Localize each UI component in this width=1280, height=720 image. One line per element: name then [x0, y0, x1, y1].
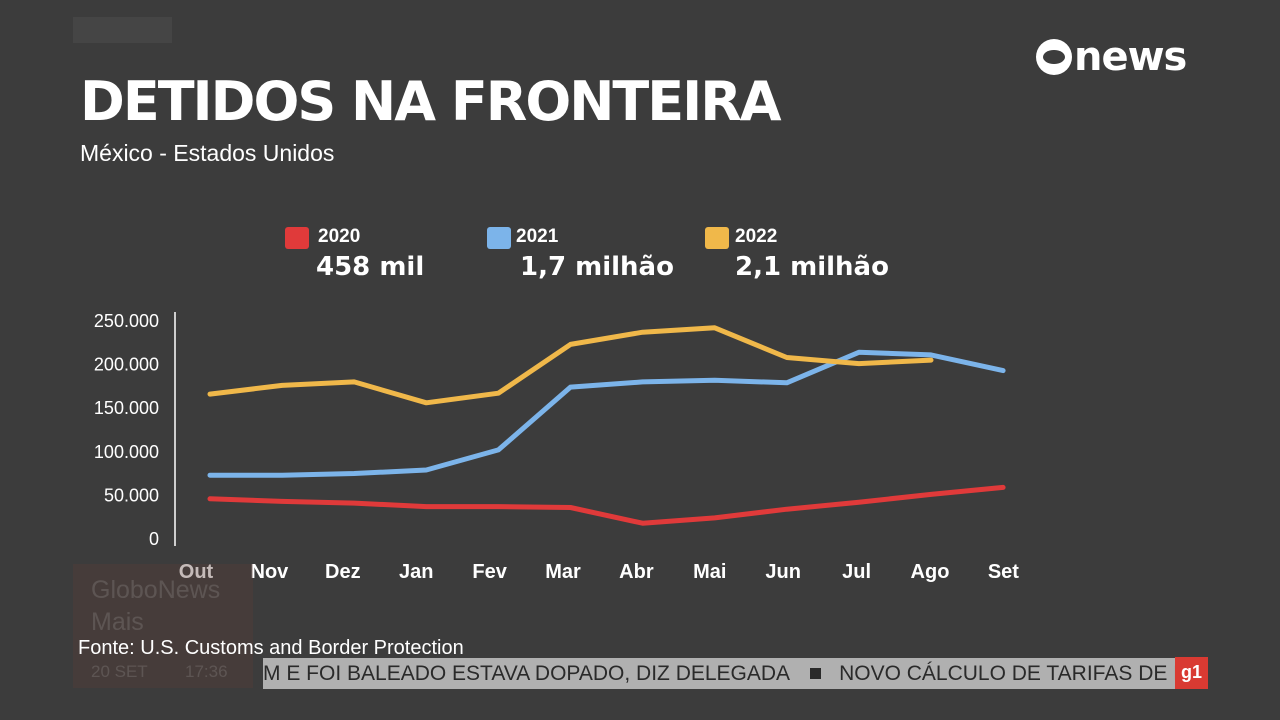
series-line-2021	[207, 349, 1006, 478]
y-tick-label: 200.000	[94, 355, 159, 375]
bug-time: 17:36	[185, 662, 228, 681]
y-tick-label: 0	[149, 529, 159, 549]
g1-badge: g1	[1175, 657, 1208, 689]
y-tick-label: 250.000	[94, 311, 159, 331]
globo-circle-icon	[1036, 39, 1072, 75]
legend-total: 458 mil	[316, 252, 425, 282]
x-tick-label: Ago	[911, 561, 950, 583]
legend-swatch	[487, 227, 511, 249]
y-tick-label: 50.000	[104, 485, 159, 505]
page-subtitle: México - Estados Unidos	[80, 140, 335, 166]
legend-swatch	[705, 227, 729, 249]
legend-year: 2020	[318, 226, 361, 247]
page-title: DETIDOS NA FRONTEIRA	[80, 70, 782, 133]
news-ticker: M E FOI BALEADO ESTAVA DOPADO, DIZ DELEG…	[263, 658, 1175, 689]
x-tick-label: Set	[988, 561, 1019, 583]
globonews-logo: news	[1036, 34, 1187, 80]
x-tick-label: Jul	[842, 561, 871, 583]
source-note: Fonte: U.S. Customs and Border Protectio…	[78, 637, 464, 659]
legend-year: 2022	[735, 226, 778, 247]
y-tick-label: 100.000	[94, 442, 159, 462]
y-tick-label: 150.000	[94, 398, 159, 418]
x-tick-label: Jun	[765, 561, 801, 583]
bug-channel: GloboNews	[91, 576, 221, 604]
channel-bug: GloboNews Mais 20 SET 17:36	[73, 564, 253, 688]
logo-text: news	[1074, 34, 1187, 80]
x-tick-label: Mai	[693, 561, 726, 583]
legend-year: 2021	[516, 226, 559, 247]
x-tick-label: Dez	[325, 561, 361, 583]
ticker-item: NOVO CÁLCULO DE TARIFAS DE EN	[839, 662, 1175, 685]
bug-channel-2: Mais	[91, 608, 144, 636]
ticker-item: M E FOI BALEADO ESTAVA DOPADO, DIZ DELEG…	[263, 662, 791, 685]
series-line-2020	[207, 484, 1006, 526]
legend-total: 2,1 milhão	[735, 252, 889, 282]
separator-square-icon	[810, 667, 822, 679]
legend-swatch	[285, 227, 309, 249]
x-tick-label: Abr	[619, 561, 654, 583]
x-tick-label: Mar	[545, 561, 581, 583]
x-tick-label: Out	[179, 561, 214, 583]
blurred-label	[73, 17, 172, 43]
x-tick-label: Nov	[251, 561, 290, 583]
legend-total: 1,7 milhão	[520, 252, 674, 282]
x-tick-label: Fev	[472, 561, 507, 583]
x-tick-label: Jan	[399, 561, 433, 583]
bug-date: 20 SET	[91, 662, 148, 681]
